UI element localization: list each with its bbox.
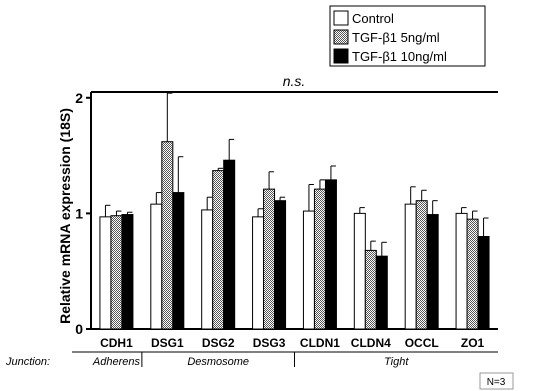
bar-occl-series-0 [404, 203, 417, 330]
error-bars [104, 92, 489, 257]
note-box [479, 372, 514, 390]
bar-cdh1-series-2 [121, 214, 134, 330]
bar-occl-series-2 [426, 214, 439, 330]
y-tick-label: 2 [75, 90, 83, 106]
x-tick-label-dsg1: DSG1 [151, 336, 184, 350]
x-tick-label-dsg2: DSG2 [202, 336, 235, 350]
bar-cldn1-series-0 [302, 210, 315, 330]
x-tick-label-cldn4: CLDN4 [351, 336, 391, 350]
junction-groups: Adherens Desmosome Tight [92, 352, 409, 368]
legend: Control TGF-β1 5ng/ml TGF-β1 10ng/ml [329, 5, 486, 67]
legend-label-tgf-10: TGF-β1 10ng/ml [352, 49, 447, 64]
y-tick-label: 1 [75, 205, 83, 221]
note-label: N=3 [487, 377, 506, 388]
bar-zo1-series-1 [466, 218, 479, 330]
bar-dsg2-series-2 [223, 159, 236, 330]
x-tick-label-zo1: ZO1 [461, 336, 485, 350]
legend-swatch-tgf-10 [333, 48, 349, 64]
legend-label-control: Control [352, 11, 394, 26]
junction-group-label-desmosome: Desmosome [187, 356, 249, 368]
y-axis-label: Relative mRNA expression (18S) [57, 108, 73, 324]
bar-dsg1-series-1 [161, 141, 174, 330]
bar-cldn1-series-1 [313, 188, 326, 330]
legend-label-tgf-5: TGF-β1 5ng/ml [352, 30, 440, 45]
bar-dsg3-series-2 [274, 200, 287, 330]
x-tick-label-cdh1: CDH1 [100, 336, 133, 350]
bar-dsg3-series-0 [252, 216, 265, 330]
bar-dsg3-series-1 [263, 188, 276, 330]
legend-frame [329, 5, 486, 67]
legend-swatch-tgf-5 [333, 29, 349, 45]
junction-group-label-tight: Tight [384, 356, 409, 368]
junction-label: Junction: [5, 356, 50, 368]
bar-dsg1-series-2 [172, 192, 185, 330]
bar-cdh1-series-1 [110, 215, 123, 330]
bars [99, 141, 490, 330]
bar-cdh1-series-0 [99, 216, 112, 330]
x-tick-label-cldn1: CLDN1 [300, 336, 340, 350]
bar-zo1-series-2 [477, 236, 490, 330]
y-tick-label: 0 [75, 321, 83, 337]
bar-cldn4-series-1 [364, 249, 377, 330]
x-axis-labels: CDH1 DSG1 DSG2 DSG3 CLDN1 CLDN4 OCCL ZO1 [100, 336, 484, 350]
junction-group-label-adherens: Adherens [92, 356, 141, 368]
bar-cldn1-series-2 [324, 179, 337, 330]
bar-dsg2-series-1 [212, 170, 225, 330]
bar-cldn4-series-0 [353, 212, 366, 330]
bar-cldn4-series-2 [375, 255, 388, 330]
x-tick-label-occl: OCCL [405, 336, 439, 350]
x-tick-label-dsg3: DSG3 [253, 336, 286, 350]
significance-label: n.s. [283, 73, 306, 89]
legend-swatch-control [333, 10, 349, 26]
bar-dsg2-series-0 [201, 209, 214, 330]
bar-zo1-series-0 [455, 212, 468, 330]
bar-dsg1-series-0 [150, 203, 163, 330]
bar-occl-series-1 [415, 200, 428, 330]
